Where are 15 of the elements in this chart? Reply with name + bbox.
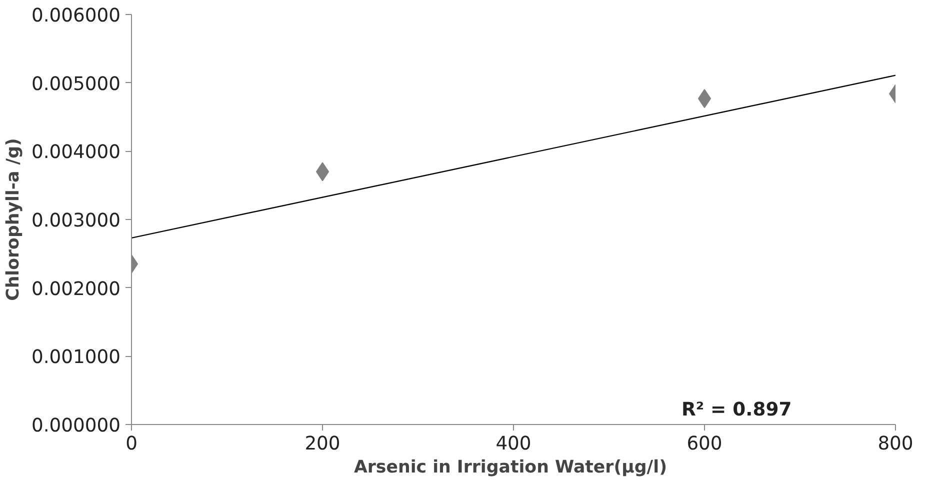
y-tick-label: 0.000000 — [31, 416, 121, 436]
y-axis-title: Chlorophyll-a /g) — [3, 138, 24, 301]
y-tick-label: 0.001000 — [31, 347, 121, 368]
y-tick-label: 0.003000 — [31, 210, 121, 232]
x-tick-label: 400 — [496, 434, 532, 454]
y-tick-label: 0.006000 — [31, 6, 121, 26]
annotation: R² = 0.897 — [682, 400, 792, 420]
x-tick-label: 0 — [126, 434, 138, 454]
x-axis-title: Arsenic in Irrigation Water(µg/l) — [354, 458, 667, 478]
y-tick-label: 0.004000 — [31, 142, 121, 164]
x-tick-label: 600 — [686, 434, 722, 454]
y-tick-label: 0.002000 — [31, 278, 121, 300]
y-tick-label: 0.005000 — [31, 74, 121, 95]
x-tick-label: 200 — [304, 434, 340, 454]
x-tick-label: 800 — [878, 434, 914, 454]
